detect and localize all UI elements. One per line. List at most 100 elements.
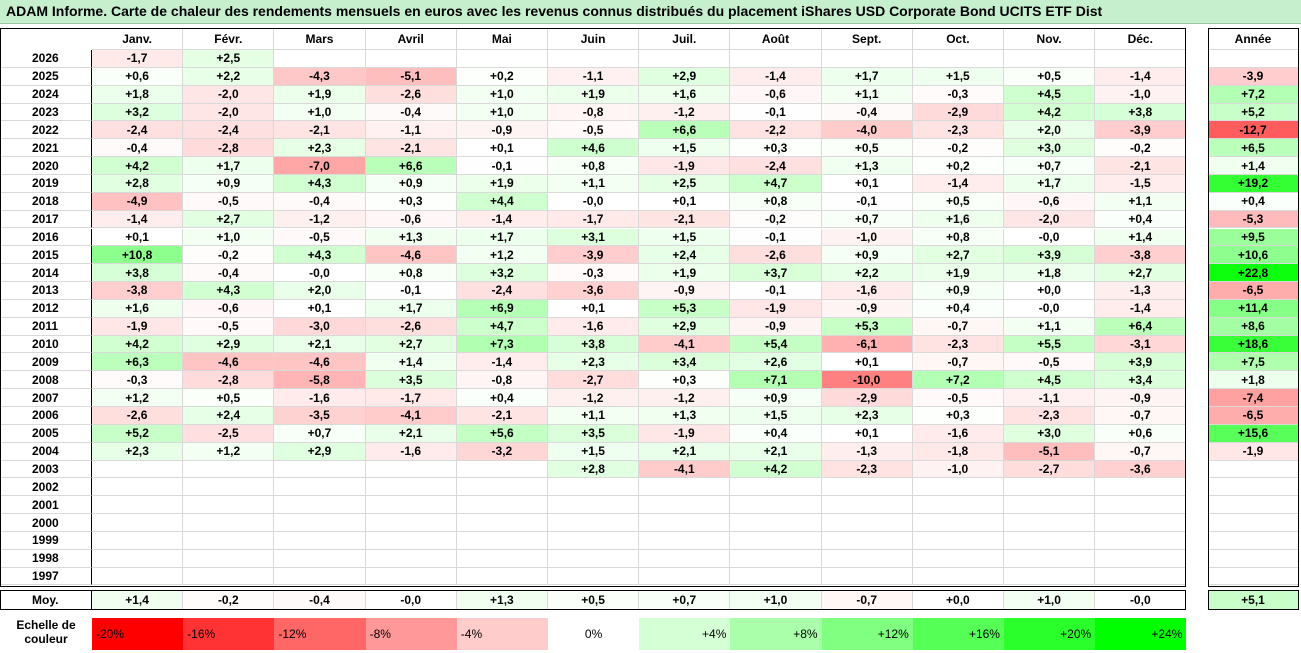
heatmap-cell <box>365 460 457 479</box>
heatmap-cell: +1,2 <box>183 442 275 461</box>
heatmap-cell: -2,3 <box>912 335 1004 354</box>
average-cell: -0,4 <box>274 590 366 610</box>
heatmap-cell: +5,2 <box>92 424 184 443</box>
heatmap-cell: -2,6 <box>730 246 822 265</box>
heatmap-cell <box>456 460 548 479</box>
annual-cell <box>1208 549 1299 568</box>
color-scale-swatch: +16% <box>912 618 1004 650</box>
heatmap-cell <box>365 567 457 586</box>
column-header: Juin <box>548 28 640 50</box>
heatmap-cell <box>548 50 640 68</box>
annual-cell: -5,3 <box>1208 210 1299 229</box>
heatmap-cell: -0,2 <box>730 210 822 229</box>
heatmap-cell: +1,8 <box>92 85 184 104</box>
heatmap-cell: -1,6 <box>912 424 1004 443</box>
heatmap-cell: -1,3 <box>821 442 913 461</box>
heatmap-cell <box>183 549 275 568</box>
year-label: 2007 <box>0 389 92 407</box>
heatmap-cell <box>92 549 184 568</box>
heatmap-cell <box>274 567 366 586</box>
heatmap-cell: +7,3 <box>456 335 548 354</box>
column-header: Mai <box>456 28 548 50</box>
heatmap-cell: -0,7 <box>912 353 1004 372</box>
heatmap-cell: -1,9 <box>730 299 822 318</box>
heatmap-cell: -2,9 <box>821 389 913 407</box>
average-annual-cell: +5,1 <box>1208 590 1299 610</box>
heatmap-cell <box>1004 531 1096 550</box>
heatmap-cell: +4,7 <box>456 317 548 336</box>
heatmap-cell: +1,0 <box>274 103 366 122</box>
heatmap-cell <box>274 496 366 515</box>
annual-cell <box>1208 460 1299 479</box>
average-cell: +1,3 <box>456 590 548 610</box>
heatmap-cell: +4,2 <box>1004 103 1096 122</box>
heatmap-cell: +2,9 <box>639 67 731 86</box>
heatmap-cell <box>912 531 1004 550</box>
heatmap-cell: +3,8 <box>92 264 184 283</box>
heatmap-cell: +3,0 <box>1004 424 1096 443</box>
year-label: 2020 <box>0 157 92 175</box>
heatmap-cell: +1,5 <box>730 407 822 425</box>
heatmap-cell <box>912 549 1004 568</box>
column-header: Févr. <box>183 28 275 50</box>
heatmap-cell: +0,9 <box>730 389 822 407</box>
annual-cell <box>1208 496 1299 515</box>
heatmap-cell: +1,7 <box>456 228 548 247</box>
heatmap-cell: -4,0 <box>821 121 913 140</box>
heatmap-cell <box>456 478 548 497</box>
annual-cell <box>1208 478 1299 497</box>
heatmap-cell <box>274 460 366 479</box>
heatmap-cell: -1,4 <box>1095 67 1187 86</box>
heatmap-cell: +2,2 <box>821 264 913 283</box>
annual-cell <box>1208 567 1299 586</box>
heatmap-cell: +1,5 <box>548 442 640 461</box>
heatmap-cell: +0,0 <box>1004 282 1096 300</box>
heatmap-cell: +2,5 <box>183 50 275 68</box>
heatmap-cell <box>912 496 1004 515</box>
average-cell: +0,0 <box>912 590 1004 610</box>
heatmap-cell: -4,6 <box>183 353 275 372</box>
heatmap-cell <box>1004 496 1096 515</box>
heatmap-cell <box>1004 549 1096 568</box>
heatmap-cell <box>1095 531 1187 550</box>
heatmap-cell: -0,8 <box>548 103 640 122</box>
year-label: 2010 <box>0 335 92 354</box>
heatmap-cell: +0,6 <box>1095 424 1187 443</box>
heatmap-cell: -3,2 <box>456 442 548 461</box>
annual-cell: +11,4 <box>1208 299 1299 318</box>
annual-cell: +1,4 <box>1208 157 1299 175</box>
year-label: 2009 <box>0 353 92 372</box>
heatmap-cell: -5,1 <box>365 67 457 86</box>
heatmap-cell: -4,6 <box>274 353 366 372</box>
heatmap-cell: -0,7 <box>1095 407 1187 425</box>
heatmap-cell: +2,1 <box>274 335 366 354</box>
heatmap-cell: -0,1 <box>456 157 548 175</box>
heatmap-cell: +1,5 <box>639 228 731 247</box>
heatmap-cell: +1,1 <box>821 85 913 104</box>
heatmap-cell: +2,4 <box>639 246 731 265</box>
heatmap-cell: -0,7 <box>1095 442 1187 461</box>
heatmap-cell <box>1004 50 1096 68</box>
heatmap-cell: +5,6 <box>456 424 548 443</box>
heatmap-cell: +0,6 <box>92 67 184 86</box>
heatmap-cell: -3,6 <box>1095 460 1187 479</box>
heatmap-cell <box>92 478 184 497</box>
heatmap-cell: +2,1 <box>639 442 731 461</box>
heatmap-cell: -2,9 <box>912 103 1004 122</box>
heatmap-cell: -2,1 <box>1095 157 1187 175</box>
heatmap-cell: -0,9 <box>1095 389 1187 407</box>
heatmap-cell: +0,1 <box>821 174 913 193</box>
color-scale-swatch: -16% <box>183 618 275 650</box>
heatmap-cell: -3,0 <box>274 317 366 336</box>
heatmap-cell: -0,5 <box>1004 353 1096 372</box>
year-label: 2001 <box>0 496 92 515</box>
heatmap-cell: -1,8 <box>912 442 1004 461</box>
heatmap-cell: +1,4 <box>365 353 457 372</box>
heatmap-cell: +0,7 <box>274 424 366 443</box>
color-scale-swatch: +12% <box>821 618 913 650</box>
year-label: 1998 <box>0 549 92 568</box>
heatmap-cell: -1,4 <box>456 210 548 229</box>
average-label: Moy. <box>0 590 92 610</box>
heatmap-cell: +4,5 <box>1004 85 1096 104</box>
heatmap-cell: +0,2 <box>456 67 548 86</box>
